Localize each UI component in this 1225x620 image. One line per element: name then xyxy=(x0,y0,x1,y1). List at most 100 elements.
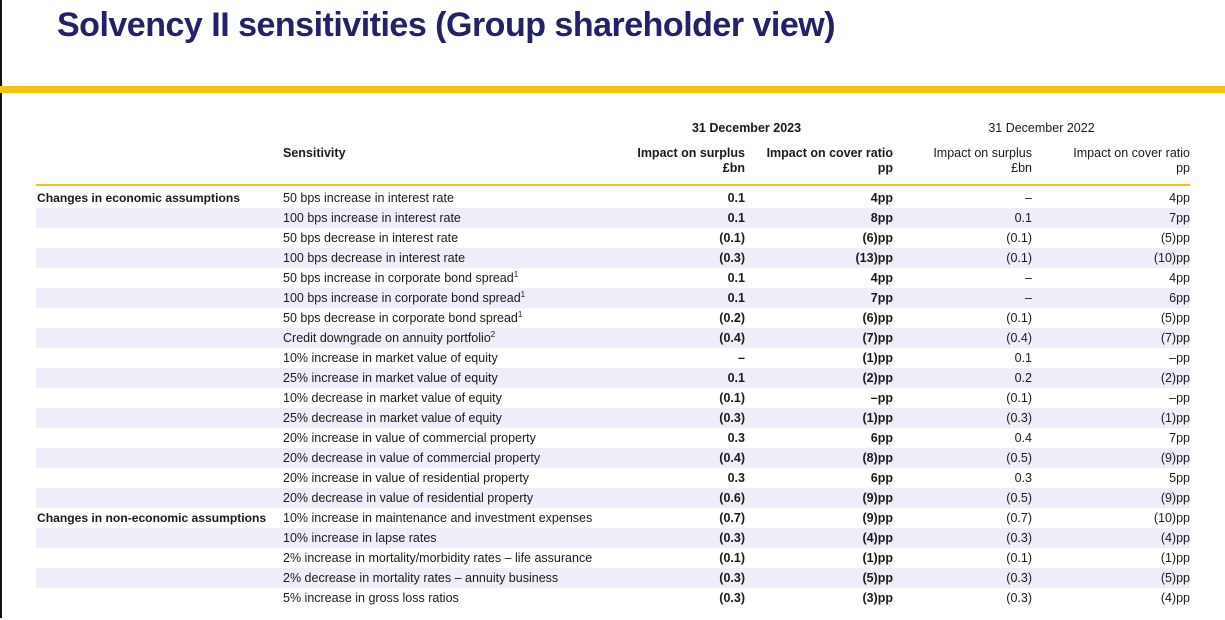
row-sensitivity-label: 20% decrease in value of residential pro… xyxy=(283,491,534,505)
value-2022-cover-ratio: 5pp xyxy=(1169,471,1190,485)
row-sensitivity-label: 10% increase in market value of equity xyxy=(283,351,498,365)
value-2023-surplus: (0.3) xyxy=(719,591,745,605)
value-2022-surplus: (0.7) xyxy=(1006,511,1032,525)
value-2022-cover-ratio: 4pp xyxy=(1169,271,1190,285)
row-sensitivity-label: 20% increase in value of commercial prop… xyxy=(283,431,536,445)
row-sensitivity-label: 10% increase in lapse rates xyxy=(283,531,437,545)
header-2023-impact-on-cover-ratio: Impact on cover ratio pp xyxy=(766,146,893,175)
period-header-2022: 31 December 2022 xyxy=(988,121,1095,135)
value-2023-cover-ratio: 4pp xyxy=(870,271,893,285)
value-2023-surplus: (0.3) xyxy=(719,571,745,585)
table-row: 5% increase in gross loss ratios (0.3) (3)… xyxy=(36,588,1190,608)
value-2023-surplus: 0.3 xyxy=(727,431,745,445)
value-2023-cover-ratio: (3)pp xyxy=(862,591,893,605)
row-sensitivity-label: Credit downgrade on annuity portfolio2 xyxy=(283,329,496,345)
table-row: 20% decrease in value of residential pro… xyxy=(36,488,1190,508)
value-2023-surplus: (0.3) xyxy=(719,411,745,425)
value-2022-surplus: (0.1) xyxy=(1006,551,1032,565)
value-2023-surplus: (0.1) xyxy=(719,391,745,405)
value-2022-cover-ratio: (10)pp xyxy=(1153,251,1190,265)
value-2022-surplus: 0.3 xyxy=(1014,471,1032,485)
value-2022-surplus: (0.4) xyxy=(1006,331,1032,345)
value-2022-surplus: – xyxy=(1025,291,1032,305)
value-2023-cover-ratio: (4)pp xyxy=(862,531,893,545)
value-2022-cover-ratio: (5)pp xyxy=(1160,231,1190,245)
value-2023-cover-ratio: (1)pp xyxy=(862,351,893,365)
value-2022-surplus: – xyxy=(1025,271,1032,285)
value-2022-surplus: (0.3) xyxy=(1006,411,1032,425)
row-sensitivity-label: 20% decrease in value of commercial prop… xyxy=(283,451,541,465)
value-2023-cover-ratio: (6)pp xyxy=(862,311,893,325)
value-2023-cover-ratio: (5)pp xyxy=(862,571,893,585)
value-2023-cover-ratio: (13)pp xyxy=(855,251,894,265)
column-header-row: Sensitivity Impact on surplus £bn Impact… xyxy=(36,146,1190,186)
row-sensitivity-label: 25% increase in market value of equity xyxy=(283,371,498,385)
row-sensitivity-label: 25% decrease in market value of equity xyxy=(283,411,502,425)
value-2023-cover-ratio: (7)pp xyxy=(862,331,893,345)
footnote-marker: 1 xyxy=(520,289,526,299)
value-2023-surplus: 0.1 xyxy=(727,291,745,305)
value-2022-cover-ratio: (10)pp xyxy=(1153,511,1190,525)
value-2023-surplus: (0.2) xyxy=(719,311,745,325)
row-sensitivity-label: 50 bps increase in interest rate xyxy=(283,191,454,205)
sensitivity-column-header: Sensitivity xyxy=(283,146,346,160)
value-2023-cover-ratio: (1)pp xyxy=(862,411,893,425)
period-header-2023: 31 December 2023 xyxy=(691,121,802,135)
value-2022-cover-ratio: (5)pp xyxy=(1160,311,1190,325)
value-2022-surplus: – xyxy=(1025,191,1032,205)
footnote-marker: 1 xyxy=(513,269,519,279)
table-row: 50 bps decrease in corporate bond spread… xyxy=(36,308,1190,328)
table-row: 50 bps increase in corporate bond spread… xyxy=(36,268,1190,288)
value-2023-surplus: 0.1 xyxy=(727,271,745,285)
value-2022-cover-ratio: 6pp xyxy=(1169,291,1190,305)
row-sensitivity-label: 20% increase in value of residential pro… xyxy=(283,471,529,485)
table-row: Changes in non-economic assumptions 10% i… xyxy=(36,508,1190,528)
table-body: Changes in economic assumptions 50 bps in… xyxy=(36,188,1190,608)
value-2023-surplus: 0.1 xyxy=(727,371,745,385)
value-2022-surplus: 0.4 xyxy=(1014,431,1032,445)
table-row: 10% increase in market value of equity – (… xyxy=(36,348,1190,368)
value-2022-cover-ratio: (1)pp xyxy=(1160,551,1190,565)
value-2022-cover-ratio: 7pp xyxy=(1169,431,1190,445)
table-row: 10% decrease in market value of equity (0… xyxy=(36,388,1190,408)
table-row: 25% increase in market value of equity 0.… xyxy=(36,368,1190,388)
table-row: 100 bps decrease in interest rate (0.3) (1… xyxy=(36,248,1190,268)
value-2022-cover-ratio: –pp xyxy=(1169,351,1190,365)
value-2023-surplus: 0.1 xyxy=(727,211,745,225)
value-2022-cover-ratio: (4)pp xyxy=(1160,531,1190,545)
value-2023-cover-ratio: (9)pp xyxy=(862,491,893,505)
row-section-label: Changes in non-economic assumptions xyxy=(37,511,267,525)
row-sensitivity-label: 2% increase in mortality/morbidity rates… xyxy=(283,551,593,565)
value-2022-cover-ratio: (4)pp xyxy=(1160,591,1190,605)
table-row: 20% decrease in value of commercial prop… xyxy=(36,448,1190,468)
table-row: 20% increase in value of commercial prop… xyxy=(36,428,1190,448)
footnote-marker: 1 xyxy=(517,309,523,319)
value-2023-surplus: (0.6) xyxy=(719,491,745,505)
value-2023-surplus: (0.3) xyxy=(719,251,745,265)
value-2022-cover-ratio: (7)pp xyxy=(1160,331,1190,345)
value-2022-cover-ratio: 4pp xyxy=(1169,191,1190,205)
table-row: 50 bps decrease in interest rate (0.1) (6)… xyxy=(36,228,1190,248)
value-2022-cover-ratio: 7pp xyxy=(1169,211,1190,225)
value-2022-surplus: (0.1) xyxy=(1006,391,1032,405)
header-2022-impact-on-cover-ratio: Impact on cover ratio pp xyxy=(1073,146,1190,175)
table-row: 10% increase in lapse rates (0.3) (4)pp (0.… xyxy=(36,528,1190,548)
value-2022-cover-ratio: (5)pp xyxy=(1160,571,1190,585)
sensitivities-table: 31 December 2023 31 December 2022 Sensit… xyxy=(36,118,1190,608)
row-sensitivity-label: 100 bps increase in corporate bond sprea… xyxy=(283,289,526,305)
row-sensitivity-label: 50 bps increase in corporate bond spread… xyxy=(283,269,519,285)
value-2023-cover-ratio: 7pp xyxy=(870,291,893,305)
table-row: 2% increase in mortality/morbidity rates… xyxy=(36,548,1190,568)
value-2022-surplus: (0.5) xyxy=(1006,491,1032,505)
table-row: 20% increase in value of residential pro… xyxy=(36,468,1190,488)
value-2022-surplus: (0.5) xyxy=(1006,451,1032,465)
value-2022-surplus: 0.1 xyxy=(1014,211,1032,225)
value-2022-cover-ratio: (2)pp xyxy=(1160,371,1190,385)
row-sensitivity-label: 10% increase in maintenance and investme… xyxy=(283,511,593,525)
value-2022-surplus: (0.3) xyxy=(1006,591,1032,605)
row-sensitivity-label: 50 bps decrease in corporate bond spread… xyxy=(283,309,523,325)
row-sensitivity-label: 5% increase in gross loss ratios xyxy=(283,591,459,605)
table-row: 2% decrease in mortality rates – annuity… xyxy=(36,568,1190,588)
slide-left-border xyxy=(0,0,2,618)
row-sensitivity-label: 10% decrease in market value of equity xyxy=(283,391,502,405)
